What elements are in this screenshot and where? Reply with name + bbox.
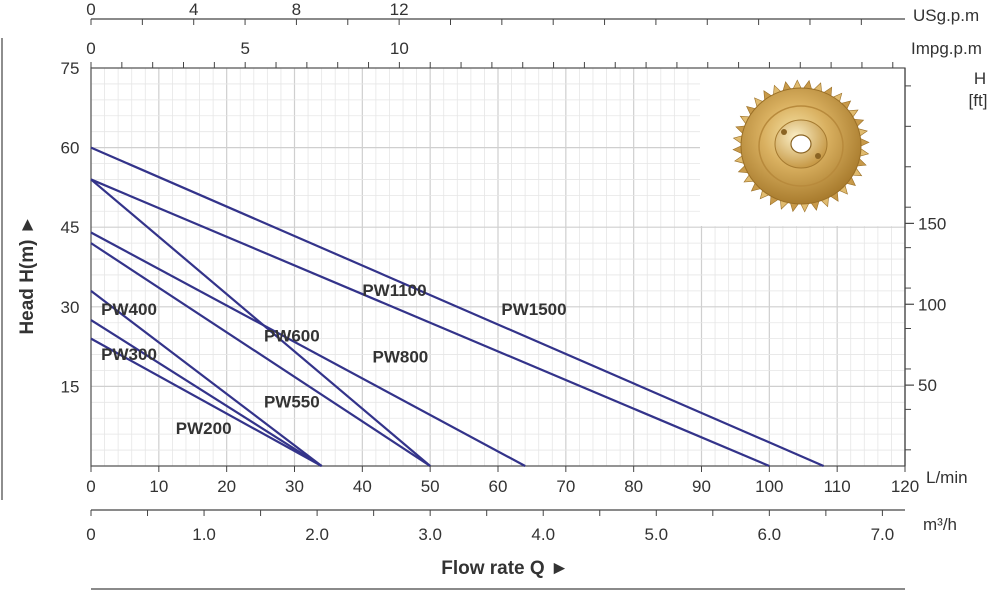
labels-layer: PW400 PW300 PW200 PW550 PW600 PW800 PW1100 PW15… [101, 281, 566, 438]
usgpm-tick-label: 8 [292, 0, 301, 19]
m3h-tick-label: 1.0 [192, 525, 216, 544]
series-line-pw550 [90, 242, 431, 467]
ft-tick-label: 150 [918, 214, 946, 233]
x-unit-label: L/min [926, 468, 968, 487]
ft-axis-title: H [974, 69, 986, 88]
m3h-tick-label: 6.0 [758, 525, 782, 544]
x-tick-label: 10 [149, 477, 168, 496]
x-tick-label: 70 [556, 477, 575, 496]
y-tick-label: 30 [61, 298, 80, 317]
x-tick-label: 110 [824, 477, 851, 496]
curve-label-pw400: PW400 [101, 300, 157, 319]
ft-axis-unit: [ft] [969, 91, 988, 110]
x-tick-label: 40 [353, 477, 372, 496]
x-tick-label: 60 [489, 477, 508, 496]
series-line-pw400 [90, 290, 323, 467]
y-tick-label: 60 [61, 139, 80, 158]
m3h-tick-label: 0 [86, 525, 95, 544]
impgpm-unit-label: Impg.p.m [911, 39, 982, 58]
series-line-pw600 [90, 231, 526, 467]
y-tick-label: 15 [61, 377, 80, 396]
x-tick-label: 100 [755, 477, 783, 496]
series-line-pw300 [90, 319, 323, 467]
m3h-tick-label: 5.0 [644, 525, 668, 544]
usgpm-tick-label: 4 [189, 0, 198, 19]
m3h-tick-label: 2.0 [305, 525, 329, 544]
x-tick-label: 20 [217, 477, 236, 496]
series-layer [90, 146, 825, 468]
y-axis-title: Head H(m) ► [17, 215, 38, 334]
curve-label-pw1500: PW1500 [501, 300, 566, 319]
curve-label-pw550: PW550 [264, 393, 320, 412]
series-line-pw1100 [90, 146, 825, 468]
y-tick-label: 45 [61, 218, 80, 237]
curve-label-pw200: PW200 [176, 419, 232, 438]
m3h-unit-label: m³/h [923, 515, 957, 534]
series-line-pw800 [90, 178, 431, 467]
series-line-pw200 [90, 337, 323, 467]
usgpm-tick-label: 0 [86, 0, 95, 19]
curve-label-pw1100: PW1100 [362, 281, 426, 300]
m3h-tick-label: 4.0 [531, 525, 555, 544]
y-tick-label: 75 [61, 59, 80, 78]
m3h-tick-label: 7.0 [871, 525, 895, 544]
x-tick-label: 50 [421, 477, 440, 496]
curve-label-pw600: PW600 [264, 326, 320, 345]
x-tick-label: 90 [692, 477, 711, 496]
x-tick-label: 30 [285, 477, 304, 496]
impgpm-tick-label: 5 [240, 39, 249, 58]
curve-label-pw800: PW800 [373, 348, 429, 367]
x-axis-title: Flow rate Q ► [441, 558, 569, 579]
usgpm-unit-label: USg.p.m [913, 6, 979, 25]
curve-label-pw300: PW300 [101, 345, 157, 364]
impgpm-tick-label: 0 [86, 39, 95, 58]
series-line-pw1500 [90, 178, 770, 468]
impgpm-tick-label: 10 [390, 39, 409, 58]
x-tick-label: 120 [891, 477, 919, 496]
ft-tick-label: 50 [918, 376, 937, 395]
m3h-tick-label: 3.0 [418, 525, 442, 544]
ft-tick-label: 100 [918, 295, 946, 314]
x-tick-label: 80 [624, 477, 643, 496]
usgpm-tick-label: 12 [390, 0, 409, 19]
x-tick-label: 0 [86, 477, 95, 496]
impeller-image [700, 68, 905, 226]
